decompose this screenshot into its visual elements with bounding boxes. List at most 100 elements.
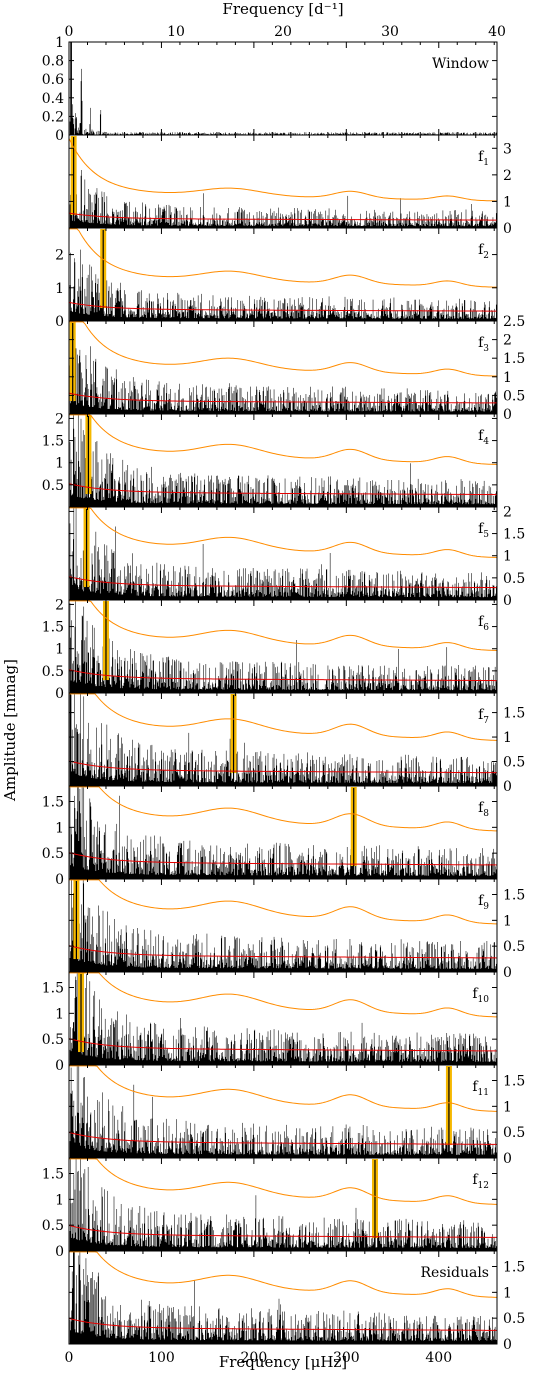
y-axis-title: Amplitude [mmag] bbox=[1, 659, 19, 802]
y-tick-label: 1 bbox=[503, 194, 512, 210]
y-tick-label: 1.5 bbox=[503, 527, 525, 543]
noise-curve bbox=[68, 1038, 498, 1052]
threshold-curve bbox=[69, 414, 498, 465]
panel-7: 0 0.5 1 1.5 2 f6 bbox=[42, 597, 498, 702]
y-tick-label: 1.5 bbox=[42, 795, 64, 811]
y-tick-label: 1 bbox=[55, 1192, 64, 1208]
y-tick-label: 0.4 bbox=[42, 91, 64, 107]
threshold-curve bbox=[69, 228, 498, 288]
noise-curve bbox=[68, 945, 498, 959]
panel-11: 0 0.5 1 1.5 f10 bbox=[42, 971, 498, 1074]
top-axis-title: Frequency [d⁻¹] bbox=[222, 0, 343, 18]
panel-label: f1 bbox=[478, 149, 489, 168]
threshold-curve bbox=[69, 879, 498, 925]
panel-2: 0 1 2 3 f1 bbox=[68, 134, 512, 237]
panel-label-subscript: 2 bbox=[483, 251, 489, 261]
panel-label: f5 bbox=[478, 521, 489, 540]
noise-curve bbox=[68, 483, 498, 496]
top-tick-label: 40 bbox=[488, 24, 506, 40]
y-tick-label: 1 bbox=[503, 549, 512, 565]
y-tick-label: 0 bbox=[503, 965, 512, 981]
bottom-tick-label: 300 bbox=[333, 1350, 360, 1366]
y-tick-label: 2 bbox=[503, 333, 512, 349]
panel-10: 0 0.5 1 1.5 f9 bbox=[68, 878, 525, 981]
y-tick-label: 1.5 bbox=[42, 1167, 64, 1183]
threshold-curve bbox=[69, 693, 498, 741]
y-tick-label: 1 bbox=[55, 820, 64, 836]
panel-label-subscript: 4 bbox=[483, 437, 489, 447]
panel-12: 0 0.5 1 1.5 f11 bbox=[68, 1064, 525, 1167]
panel-label: f11 bbox=[472, 1079, 489, 1098]
y-tick-label: 0 bbox=[503, 221, 512, 237]
y-tick-label: 0 bbox=[503, 1337, 512, 1353]
top-tick-label: 0 bbox=[65, 24, 74, 40]
y-tick-label: 0.8 bbox=[42, 54, 64, 70]
panel-label: f10 bbox=[472, 986, 489, 1005]
panel-label-subscript: 12 bbox=[478, 1181, 489, 1191]
y-tick-label: 0.5 bbox=[42, 1218, 64, 1234]
panel-14: 0 0.5 1 1.5 Residuals bbox=[68, 1250, 525, 1353]
bottom-tick-label: 0 bbox=[65, 1350, 74, 1366]
panel-3: 012 f2 bbox=[55, 227, 498, 330]
y-tick-label: 1 bbox=[55, 456, 64, 472]
panel-label-subscript: 1 bbox=[483, 158, 489, 168]
noise-curve bbox=[68, 1131, 498, 1145]
y-tick-label: 0 bbox=[503, 779, 512, 795]
y-tick-label: 1.5 bbox=[503, 1260, 525, 1276]
threshold-curve bbox=[69, 1065, 498, 1112]
panel-9: 0 0.5 1 1.5 f8 bbox=[42, 785, 498, 888]
panel-label: f6 bbox=[478, 614, 489, 633]
panel-8: 0 0.5 1 1.5 f7 bbox=[68, 692, 525, 795]
panel-label-subscript: 5 bbox=[483, 530, 489, 540]
panel-label: f8 bbox=[478, 800, 489, 819]
bottom-axis-title: Frequency [μHz] bbox=[219, 1353, 347, 1371]
panel-4: 0 0.5 1 1.5 2 2.5 f3 bbox=[68, 314, 525, 423]
y-tick-label: 0 bbox=[55, 1244, 64, 1260]
y-tick-label: 0 bbox=[503, 593, 512, 609]
threshold-curve bbox=[68, 138, 498, 202]
spectrum-trace bbox=[69, 1251, 498, 1344]
noise-curve bbox=[68, 852, 498, 866]
y-tick-label: 0.5 bbox=[42, 846, 64, 862]
panel-1: 0 0.2 0.4 0.6 0.8 1 Window bbox=[42, 35, 498, 144]
y-tick-label: 1.5 bbox=[503, 706, 525, 722]
y-tick-label: 1 bbox=[503, 1285, 512, 1301]
y-tick-label: 0 bbox=[55, 872, 64, 888]
panel-5: 0.5 1 1.5 2 f4 bbox=[42, 411, 498, 508]
panel-label-subscript: 6 bbox=[483, 623, 489, 633]
y-tick-label: 1.5 bbox=[42, 434, 64, 450]
panel-6: 0 0.5 1 1.5 2 f5 bbox=[68, 504, 525, 609]
noise-curve bbox=[68, 1317, 498, 1331]
y-tick-label: 2 bbox=[55, 411, 64, 427]
noise-curve bbox=[68, 212, 497, 221]
y-tick-label: 1 bbox=[503, 913, 512, 929]
y-tick-label: 1 bbox=[503, 730, 512, 746]
panel-label: f4 bbox=[478, 428, 489, 447]
panel-label: f2 bbox=[478, 242, 489, 261]
panel-label-subscript: 8 bbox=[483, 809, 489, 819]
panel-frame bbox=[68, 134, 498, 229]
panel-frame bbox=[68, 1250, 498, 1345]
threshold-curve bbox=[69, 972, 498, 1018]
noise-curve bbox=[68, 760, 498, 774]
panel-label: f12 bbox=[472, 1172, 489, 1191]
y-tick-label: 2 bbox=[503, 168, 512, 184]
noise-curve bbox=[68, 392, 498, 404]
y-tick-label: 1.5 bbox=[503, 888, 525, 904]
y-tick-label: 0.5 bbox=[503, 755, 525, 771]
y-tick-label: 1.5 bbox=[503, 351, 525, 367]
bottom-tick-label: 200 bbox=[241, 1350, 268, 1366]
y-tick-label: 1 bbox=[55, 1006, 64, 1022]
y-tick-label: 2 bbox=[55, 597, 64, 613]
y-tick-label: 0.6 bbox=[42, 72, 64, 88]
panel-label: f3 bbox=[478, 335, 489, 354]
y-tick-label: 0.5 bbox=[503, 571, 525, 587]
y-tick-label: 1.5 bbox=[42, 981, 64, 997]
y-tick-label: 1.5 bbox=[42, 620, 64, 636]
panel-label: f7 bbox=[478, 707, 489, 726]
y-tick-label: 0.5 bbox=[42, 1032, 64, 1048]
y-tick-label: 0 bbox=[55, 314, 64, 330]
panel-label-subscript: 10 bbox=[478, 995, 490, 1005]
